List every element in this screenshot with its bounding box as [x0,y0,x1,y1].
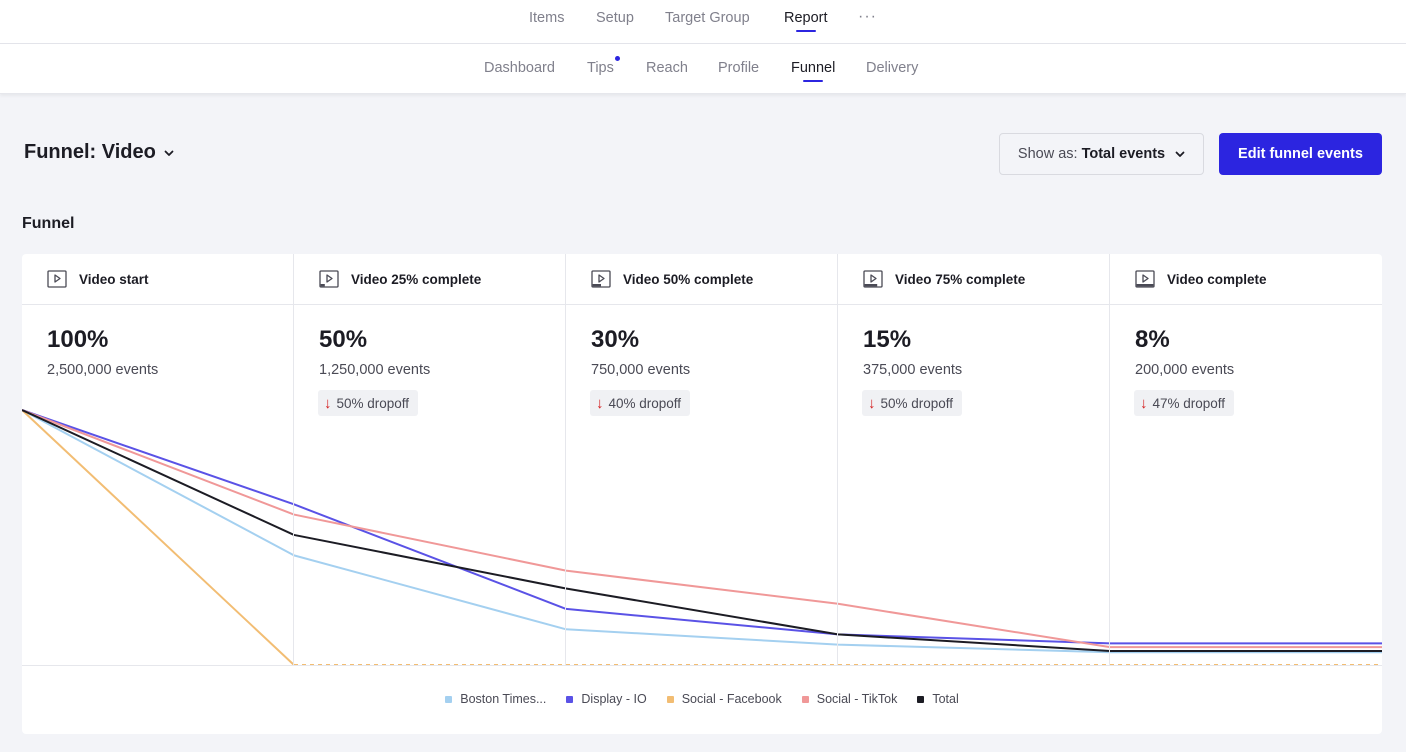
dropoff-badge: ↓ 50% dropoff [318,390,419,416]
top-nav: Items Setup Target Group Report ··· [0,0,1406,44]
sub-nav: Dashboard Tips Reach Profile Funnel Deli… [0,44,1406,94]
series-display-io [22,409,1382,645]
subnav-tab-reach[interactable]: Reach [646,60,688,76]
chevron-down-icon [1175,151,1185,158]
arrow-down-icon: ↓ [596,394,604,412]
subnav-tab-funnel[interactable]: Funnel [791,59,835,82]
stage-percent: 15% [863,326,912,353]
legend-item[interactable]: Social - Facebook [666,692,782,706]
nav-tab-items[interactable]: Items [529,10,565,26]
stage-header: Video complete [1110,254,1382,305]
dropoff-badge: ↓ 50% dropoff [862,390,963,416]
show-as-value: Total events [1081,146,1166,162]
chevron-down-icon [164,146,174,160]
series-line [22,409,1382,652]
legend-item[interactable]: Boston Times... [445,692,546,706]
stage-percent: 100% [47,326,109,353]
nav-tab-setup[interactable]: Setup [596,10,634,26]
legend-swatch [445,695,453,703]
subnav-tab-profile[interactable]: Profile [718,60,760,76]
series-line [22,409,1382,645]
stage-percent: 8% [1135,326,1170,353]
funnel-selector[interactable]: Funnel: Video [24,141,174,164]
stage-header: Video start [22,254,294,305]
column-divider [293,254,294,666]
arrow-down-icon: ↓ [324,394,332,412]
stage-name: Video 25% complete [351,271,482,287]
more-options-icon[interactable]: ··· [858,8,877,25]
series-line [22,409,1382,654]
series-social-tiktok [22,409,1382,649]
stage-events: 750,000 events [591,362,691,378]
nav-tab-report[interactable]: Report [784,9,828,32]
legend-swatch [666,695,674,703]
funnel-card: Video start Video 25% complete Video 50%… [22,254,1382,734]
notification-dot [614,56,620,61]
arrow-down-icon: ↓ [868,394,876,412]
legend-label: Total [932,692,959,706]
subnav-tab-dashboard[interactable]: Dashboard [484,60,555,76]
column-divider [837,254,838,666]
legend-swatch [917,695,925,703]
stage-name: Video 75% complete [895,271,1026,287]
legend-swatch [566,695,574,703]
legend-label: Display - IO [581,692,647,706]
video-50-icon [591,270,611,288]
active-tab-indicator [795,30,816,32]
legend-label: Boston Times... [460,692,547,706]
stage-events: 1,250,000 events [319,362,431,378]
arrow-down-icon: ↓ [1140,394,1148,412]
stage-name: Video complete [1167,271,1267,287]
stage-percent: 50% [319,326,368,353]
video-75-icon [863,270,883,288]
subnav-tab-tips[interactable]: Tips [587,56,620,77]
show-as-dropdown[interactable]: Show as: Total events [999,133,1204,175]
video-25-icon [319,270,339,288]
dropoff-badge: ↓ 40% dropoff [590,390,691,416]
column-divider [1109,254,1110,666]
series-social-facebook [22,409,1382,666]
stage-percent: 30% [591,326,640,353]
stage-header: Video 50% complete [566,254,838,305]
stage-header: Video 75% complete [838,254,1110,305]
stage-events: 200,000 events [1135,362,1235,378]
show-as-label: Show as: [1017,146,1078,162]
stage-events: 375,000 events [863,362,963,378]
stage-header: Video 25% complete [294,254,566,305]
video-complete-icon [1135,270,1155,288]
dropoff-badge: ↓ 47% dropoff [1134,390,1235,416]
subnav-tab-delivery[interactable]: Delivery [866,60,919,76]
stage-name: Video start [79,271,149,287]
page-title: Funnel: Video [24,141,156,163]
chart-baseline [22,665,1382,666]
legend-item[interactable]: Total [917,692,959,706]
video-play-icon [47,270,67,288]
funnel-chart [22,409,1382,666]
column-divider [565,254,566,666]
series-total [22,409,1382,652]
series-line [22,409,1382,649]
series-boston-times [22,409,1382,654]
active-tab-indicator [803,80,824,82]
legend-label: Social - TikTok [816,692,898,706]
legend-label: Social - Facebook [681,692,782,706]
section-title: Funnel [22,215,75,232]
chart-legend: Boston Times... Display - IO Social - Face… [22,692,1382,706]
nav-tab-target-group[interactable]: Target Group [665,10,750,26]
edit-funnel-events-button[interactable]: Edit funnel events [1219,133,1382,175]
legend-swatch [801,695,809,703]
series-line [22,409,295,666]
legend-item[interactable]: Social - TikTok [801,692,898,706]
stage-events: 2,500,000 events [47,362,159,378]
stage-name: Video 50% complete [623,271,754,287]
legend-item[interactable]: Display - IO [566,692,647,706]
